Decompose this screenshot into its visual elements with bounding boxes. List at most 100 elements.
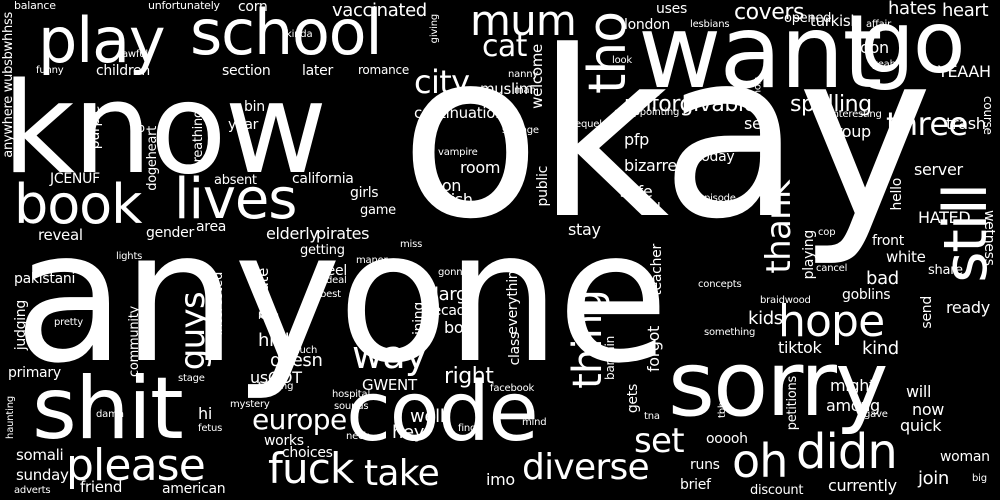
word-send: send <box>919 296 935 329</box>
word-lights: lights <box>116 251 143 262</box>
word-forgot: forgot <box>644 326 663 373</box>
word-woman: woman <box>940 449 990 465</box>
word-might: might <box>830 376 876 395</box>
word-among: among <box>826 396 880 415</box>
word-corn: corn <box>238 0 268 15</box>
word-deal: deal <box>326 275 347 286</box>
word-okay: okay <box>400 3 933 270</box>
word-uses: uses <box>656 1 687 17</box>
word-everything: everything <box>505 262 521 335</box>
word-set: set <box>634 421 685 461</box>
word-london: london <box>624 17 670 33</box>
word-community: community <box>127 306 142 377</box>
word-wouldn: wouldn <box>752 76 763 111</box>
word-YEAAH: YEAAH <box>938 62 991 81</box>
word-want: want <box>638 0 882 112</box>
word-balance: balance <box>14 0 56 12</box>
word-hope: hope <box>778 296 885 347</box>
word-braidwood: braidwood <box>760 295 811 306</box>
word-class: class <box>507 332 523 366</box>
word-look: look <box>612 55 633 66</box>
word-reveal: reveal <box>38 226 83 244</box>
word-three: three <box>886 105 968 143</box>
word-cancel: cancel <box>816 263 848 274</box>
word-discount: discount <box>750 483 804 498</box>
word-kids: kids <box>748 308 783 329</box>
word-bizarre: bizarre <box>624 156 677 175</box>
word-episode: episode <box>698 193 736 204</box>
word-front: front <box>872 233 904 249</box>
word-fetus: fetus <box>198 423 223 434</box>
word-mind: mind <box>522 417 547 428</box>
word-currently: currently <box>828 476 897 495</box>
word-tbh: tbh <box>717 402 728 419</box>
word-public: public <box>535 166 551 207</box>
word-section: section <box>222 63 271 79</box>
word-man: man <box>514 85 536 96</box>
word-ooooh: ooooh <box>706 431 748 447</box>
word-please: please <box>66 440 206 491</box>
word-usGOT: usGOT <box>250 368 302 387</box>
word-somali: somali <box>16 446 64 464</box>
word-trash: trash <box>946 114 986 133</box>
word-decade: decade <box>424 303 474 319</box>
word-stage: stage <box>178 373 205 384</box>
word-hi: hi <box>198 404 212 423</box>
word-joining: joining <box>411 302 427 347</box>
word-take: take <box>364 453 440 494</box>
word-europe: europe <box>252 403 347 436</box>
word-nanny: nanny <box>508 69 539 80</box>
word-wubsbwhhss: wubsbwhhss <box>1 12 16 93</box>
word-interesting: interesting <box>830 109 882 120</box>
word-unforgivable: unforgivable <box>624 92 757 117</box>
word-oh: oh <box>732 434 788 488</box>
word-join: join <box>918 468 949 489</box>
word-concepts: concepts <box>698 279 742 290</box>
word-ready: ready <box>946 298 990 317</box>
word-cop: cop <box>818 227 836 238</box>
word-old: old <box>640 201 661 217</box>
word-sorry: sorry <box>668 332 888 437</box>
word-JCENUF: JCENUF <box>50 171 100 187</box>
word-well: well <box>410 406 445 427</box>
word-dogeheart: dogeheart <box>145 126 160 191</box>
word-share: share <box>928 263 963 278</box>
word-mum: mum <box>470 0 577 45</box>
word-right: right <box>444 364 494 389</box>
word-area: area <box>196 219 227 235</box>
word-fucking: fucking <box>258 381 294 392</box>
word-imo: imo <box>486 470 515 489</box>
word-spelling: spelling <box>790 92 872 117</box>
word-purple: purple <box>87 106 103 150</box>
word-HATED: HATED <box>918 208 971 227</box>
word-kinda: kinda <box>286 29 313 40</box>
word-vampire: vampire <box>438 147 478 158</box>
word-brief: brief <box>680 477 711 493</box>
word-thing: thing <box>565 290 611 389</box>
word-petitions: petitions <box>785 376 800 431</box>
word-non: non <box>432 176 462 195</box>
word-opened: opened <box>784 11 832 26</box>
word-long: long <box>258 311 279 322</box>
word-something: something <box>704 327 756 338</box>
word-city: city <box>414 63 470 101</box>
word-white: white <box>886 248 926 266</box>
word-big: big <box>972 473 987 484</box>
word-sunday: sunday <box>16 466 69 484</box>
word-play: play <box>38 4 166 77</box>
word-damn: damn <box>96 409 124 420</box>
word-pakistani: pakistani <box>14 271 76 287</box>
word-absent: absent <box>214 173 257 188</box>
word-playing: playing <box>801 230 817 280</box>
word-yeah: yeah <box>872 59 896 70</box>
word-safe: safe <box>620 182 653 201</box>
word-getting: getting <box>300 243 345 258</box>
word-later: later <box>302 63 333 79</box>
word-gender: gender <box>146 225 194 241</box>
word-book: book <box>14 173 142 236</box>
word-covers: covers <box>734 0 804 25</box>
word-anyone: anyone <box>14 191 669 403</box>
word-vaccinated: vaccinated <box>332 0 427 21</box>
word-adverts: adverts <box>14 485 51 496</box>
word-pfp: pfp <box>624 130 649 149</box>
